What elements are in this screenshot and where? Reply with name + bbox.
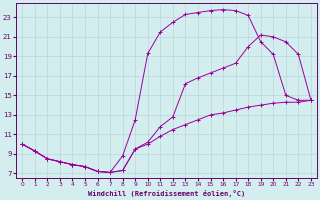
X-axis label: Windchill (Refroidissement éolien,°C): Windchill (Refroidissement éolien,°C) — [88, 190, 245, 197]
